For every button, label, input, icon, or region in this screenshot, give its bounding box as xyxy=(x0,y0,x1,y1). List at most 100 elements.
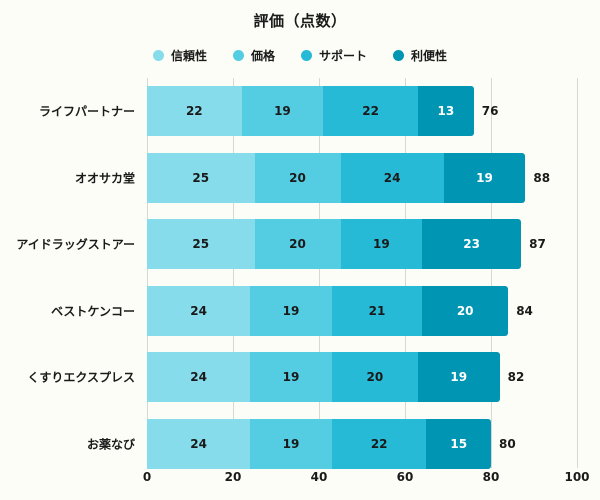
bar-value-label: 22 xyxy=(185,104,203,118)
x-axis-tick-label: 20 xyxy=(224,470,242,484)
legend-swatch-icon xyxy=(152,50,164,61)
legend-item[interactable]: 利便性 xyxy=(393,47,447,64)
bar-value-label: 24 xyxy=(190,370,207,384)
gridline xyxy=(233,78,234,468)
x-axis-tick-label: 100 xyxy=(564,470,590,484)
bar-value-label: 25 xyxy=(192,170,210,185)
bar-total-label: 84 xyxy=(516,303,533,318)
bar-value-label: 15 xyxy=(450,436,468,451)
legend-item-label: サポート xyxy=(319,49,368,63)
bar-value-label: 20 xyxy=(289,170,306,185)
legend-item[interactable]: 信頼性 xyxy=(152,47,207,64)
gridline xyxy=(147,78,148,468)
bar-segment[interactable]: 20 xyxy=(422,285,509,336)
gridline xyxy=(491,78,492,468)
bar-segment[interactable]: 19 xyxy=(250,418,332,469)
bar-value-label: 19 xyxy=(282,303,300,318)
stacked-bar[interactable]: 22 19 22 13 xyxy=(147,86,474,136)
bar-value-label: 19 xyxy=(372,237,390,251)
bar-value-label: 13 xyxy=(437,104,455,118)
chart-row: ライフパートナー 22 19 22 13 76 xyxy=(39,86,577,136)
bar-value-label: 22 xyxy=(362,104,379,118)
bar-total-label: 88 xyxy=(533,170,551,185)
bar-value-label: 21 xyxy=(368,303,386,318)
bar-value-label: 22 xyxy=(370,436,388,451)
plot-area: ライフパートナー 22 19 22 13 76 オオサカ堂 25 20 24 19 88 アイドラッグス… xyxy=(16,78,578,469)
chart-row: くすりエクスプレス 24 19 20 19 82 xyxy=(27,352,577,402)
legend-swatch-icon xyxy=(393,50,405,61)
y-axis-tick-label: オオサカ堂 xyxy=(74,171,135,185)
bar-value-label: 20 xyxy=(366,370,384,384)
stacked-bar[interactable]: 24 19 22 15 xyxy=(147,418,491,469)
bar-segment[interactable]: 15 xyxy=(426,418,491,469)
legend-item-label: 価格 xyxy=(250,49,275,63)
legend-item-label: 信頼性 xyxy=(170,49,207,63)
legend-swatch-icon xyxy=(232,50,244,61)
x-axis-tick-label: 60 xyxy=(396,470,414,484)
bar-value-label: 23 xyxy=(463,237,480,251)
chart-title: 評価（点数） xyxy=(253,12,347,30)
chart-row: アイドラッグストアー 25 20 19 23 87 xyxy=(16,219,577,269)
legend-swatch-icon xyxy=(301,50,312,61)
bar-segment[interactable]: 24 xyxy=(147,352,251,402)
bar-value-label: 19 xyxy=(282,436,300,451)
bar-total-label: 87 xyxy=(529,237,546,251)
bar-value-label: 19 xyxy=(274,104,291,118)
bar-segment[interactable]: 22 xyxy=(147,86,242,136)
x-axis-tick-label: 0 xyxy=(142,470,152,484)
bar-segment[interactable]: 23 xyxy=(422,219,522,269)
bar-total-label: 76 xyxy=(481,104,499,118)
chart-row: お薬なび 24 19 22 15 80 xyxy=(87,418,577,469)
bar-segment[interactable]: 19 xyxy=(250,285,332,336)
bar-segment[interactable]: 13 xyxy=(417,86,474,136)
bar-segment[interactable]: 22 xyxy=(323,86,418,136)
bar-value-label: 25 xyxy=(192,237,210,251)
bar-segment[interactable]: 22 xyxy=(331,418,427,469)
x-axis-tick-label: 40 xyxy=(310,470,328,484)
gridline xyxy=(319,78,320,468)
x-axis-tick-label: 80 xyxy=(482,470,500,484)
y-axis-tick-label: ベストケンコー xyxy=(51,304,135,318)
bar-segment[interactable]: 19 xyxy=(417,352,500,402)
y-axis-tick-label: くすりエクスプレス xyxy=(27,370,135,385)
bar-segment[interactable]: 19 xyxy=(241,86,324,136)
stacked-bar[interactable]: 24 19 20 19 xyxy=(147,352,500,402)
x-axis: 0 20 40 60 80 100 xyxy=(143,470,590,496)
bar-value-label: 19 xyxy=(282,370,300,384)
bar-total-label: 82 xyxy=(507,370,525,384)
bar-segment[interactable]: 20 xyxy=(254,219,341,269)
chart-row: ベストケンコー 24 19 21 20 84 xyxy=(51,285,577,336)
bar-value-label: 19 xyxy=(450,370,468,384)
bar-segment[interactable]: 21 xyxy=(331,285,423,336)
stacked-bar[interactable]: 25 20 19 23 xyxy=(147,219,522,269)
gridline xyxy=(577,78,578,468)
bar-total-label: 80 xyxy=(499,436,516,451)
bar-segment[interactable]: 20 xyxy=(254,152,341,203)
y-axis-tick-label: お薬なび xyxy=(86,437,135,451)
chart-legend: 信頼性 価格 サポート 利便性 xyxy=(0,47,600,64)
y-axis-tick-label: ライフパートナー xyxy=(38,104,135,119)
bar-value-label: 20 xyxy=(289,237,306,251)
bar-segment[interactable]: 19 xyxy=(250,352,332,402)
bar-value-label: 24 xyxy=(190,436,207,451)
stacked-bar[interactable]: 24 19 21 20 xyxy=(147,285,509,336)
bar-segment[interactable]: 24 xyxy=(340,152,444,203)
bar-value-label: 19 xyxy=(476,170,493,185)
y-axis-tick-label: アイドラッグストアー xyxy=(16,237,135,252)
bar-value-label: 24 xyxy=(383,170,401,185)
legend-item[interactable]: 価格 xyxy=(232,47,275,64)
legend-item-label: 利便性 xyxy=(411,49,448,63)
bar-segment[interactable]: 24 xyxy=(147,418,251,469)
gridline xyxy=(405,78,406,468)
bar-value-label: 20 xyxy=(456,303,474,318)
bar-segment[interactable]: 24 xyxy=(147,285,251,336)
bar-segment[interactable]: 20 xyxy=(331,352,418,402)
bar-segment[interactable]: 19 xyxy=(340,219,423,269)
chart-row: オオサカ堂 25 20 24 19 88 xyxy=(75,152,577,203)
stacked-bar[interactable]: 25 20 24 19 xyxy=(147,152,526,203)
bar-segment[interactable]: 25 xyxy=(147,152,255,203)
bar-segment[interactable]: 19 xyxy=(443,152,526,203)
legend-item[interactable]: サポート xyxy=(301,47,367,64)
bar-segment[interactable]: 25 xyxy=(147,219,255,269)
